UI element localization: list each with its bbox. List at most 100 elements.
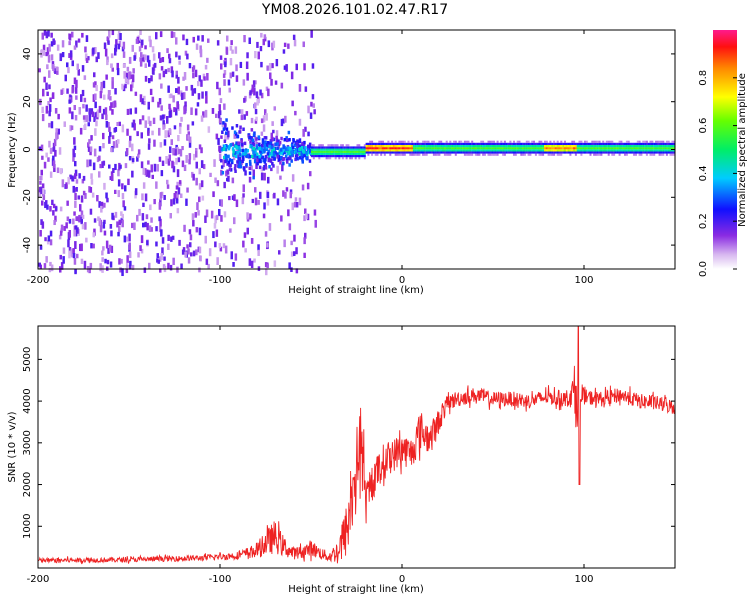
narrow-band-cell <box>411 147 414 150</box>
narrow-band-cell <box>343 146 346 149</box>
spectrogram-noise-cell <box>121 268 124 277</box>
spectrogram-noise-cell <box>192 250 196 257</box>
narrow-band-cell <box>551 151 554 154</box>
narrow-band-cell <box>525 140 528 143</box>
narrow-band-cell <box>522 149 525 152</box>
narrow-band-cell <box>360 155 363 158</box>
spectrogram-noise-cell <box>90 173 93 179</box>
narrow-band-cell <box>422 153 424 156</box>
narrow-band-cell <box>534 153 537 156</box>
narrow-band-cell <box>380 151 383 154</box>
spectrogram-noise-cell <box>47 30 50 37</box>
spectrogram-noise-cell <box>188 136 192 143</box>
narrow-band-cell <box>580 142 583 145</box>
spread-signal-cell <box>242 157 245 161</box>
spectrogram-noise-cell <box>200 79 203 87</box>
narrow-band-cell <box>594 142 597 145</box>
spectrogram-noise-cell <box>188 153 192 160</box>
narrow-band-cell <box>371 147 374 150</box>
narrow-band-cell <box>602 149 605 152</box>
spectrogram-noise-cell <box>283 42 287 47</box>
narrow-band-cell <box>509 151 512 154</box>
narrow-band-cell <box>638 140 641 143</box>
spectrogram-noise-cell <box>160 170 164 177</box>
spectrogram-noise-cell <box>118 121 121 127</box>
spectrogram-noise-cell <box>170 139 173 146</box>
spectrogram-noise-cell <box>216 81 219 90</box>
narrow-band-cell <box>664 147 667 150</box>
narrow-band-cell <box>442 149 444 152</box>
spectrogram-noise-cell <box>100 205 103 213</box>
spectrogram-noise-cell <box>159 31 163 38</box>
narrow-band-cell <box>474 147 477 150</box>
spectrogram-noise-cell <box>276 198 280 206</box>
narrow-band-cell <box>414 145 417 148</box>
narrow-band-cell <box>400 142 403 145</box>
narrow-band-cell <box>531 147 534 150</box>
spectrogram-noise-cell <box>267 88 270 97</box>
spectrogram-noise-cell <box>87 142 90 148</box>
spread-signal-cell <box>244 152 247 156</box>
spread-signal-cell <box>252 150 255 155</box>
spectrogram-noise-cell <box>159 115 163 121</box>
narrow-band-cell <box>358 148 361 151</box>
spectrogram-noise-cell <box>159 142 163 148</box>
narrow-band-cell <box>442 147 444 150</box>
spread-signal-cell <box>258 142 261 147</box>
spectrogram-noise-cell <box>254 80 257 85</box>
spread-signal-cell <box>234 169 237 173</box>
narrow-band-cell <box>662 149 665 152</box>
narrow-band-cell <box>540 145 543 148</box>
spectrogram-noise-cell <box>126 236 129 242</box>
narrow-band-cell <box>516 147 519 150</box>
spectrogram-noise-cell <box>78 173 81 179</box>
narrow-band-cell <box>420 145 423 148</box>
spectrogram-noise-cell <box>116 62 119 71</box>
narrow-band-cell <box>567 151 570 154</box>
narrow-band-cell <box>434 147 437 150</box>
spread-signal-cell <box>285 147 288 152</box>
spectrogram-x-label: Height of straight line (km) <box>288 285 424 296</box>
spectrogram-noise-cell <box>45 82 48 90</box>
spectrogram-noise-cell <box>38 146 42 151</box>
narrow-band-cell <box>343 148 346 151</box>
spectrogram-noise-cell <box>242 79 246 86</box>
spectrogram-noise-cell <box>287 209 290 217</box>
y-tick-label: 3000 <box>22 430 33 455</box>
narrow-band-cell <box>616 151 619 154</box>
narrow-band-cell <box>503 147 506 150</box>
narrow-band-cell <box>343 152 346 155</box>
narrow-band-cell <box>469 147 472 150</box>
narrow-band-cell <box>358 150 361 153</box>
narrow-band-cell <box>589 151 592 154</box>
narrow-band-cell <box>596 153 599 156</box>
narrow-band-cell <box>445 145 448 148</box>
narrow-band-cell <box>533 142 535 145</box>
spectrogram-noise-cell <box>50 54 54 61</box>
spectrogram-noise-cell <box>160 83 163 89</box>
spectrogram-noise-cell <box>216 40 220 46</box>
spectrogram-noise-cell <box>149 120 152 127</box>
spectrogram-noise-cell <box>180 92 184 100</box>
narrow-band-cell <box>312 152 315 155</box>
spectrogram-noise-cell <box>271 63 274 69</box>
spectrogram-noise-cell <box>131 122 134 128</box>
spectrogram-noise-cell <box>265 113 268 121</box>
narrow-band-cell <box>389 149 392 152</box>
spectrogram-noise-cell <box>45 152 48 158</box>
spectrogram-noise-cell <box>273 192 276 199</box>
narrow-band-cell <box>387 140 390 143</box>
spread-signal-cell <box>230 158 234 163</box>
narrow-band-cell <box>567 145 570 148</box>
spread-signal-cell <box>296 139 299 143</box>
narrow-band-cell <box>478 149 481 152</box>
spectrogram-noise-cell <box>39 230 42 237</box>
spread-signal-cell <box>303 140 306 145</box>
narrow-band-cell <box>591 147 594 150</box>
narrow-band-cell <box>513 145 515 148</box>
narrow-band-cell <box>440 145 443 148</box>
narrow-band-cell <box>480 149 483 152</box>
narrow-band-cell <box>311 150 313 153</box>
spectrogram-noise-cell <box>198 267 201 273</box>
narrow-band-cell <box>645 140 648 143</box>
